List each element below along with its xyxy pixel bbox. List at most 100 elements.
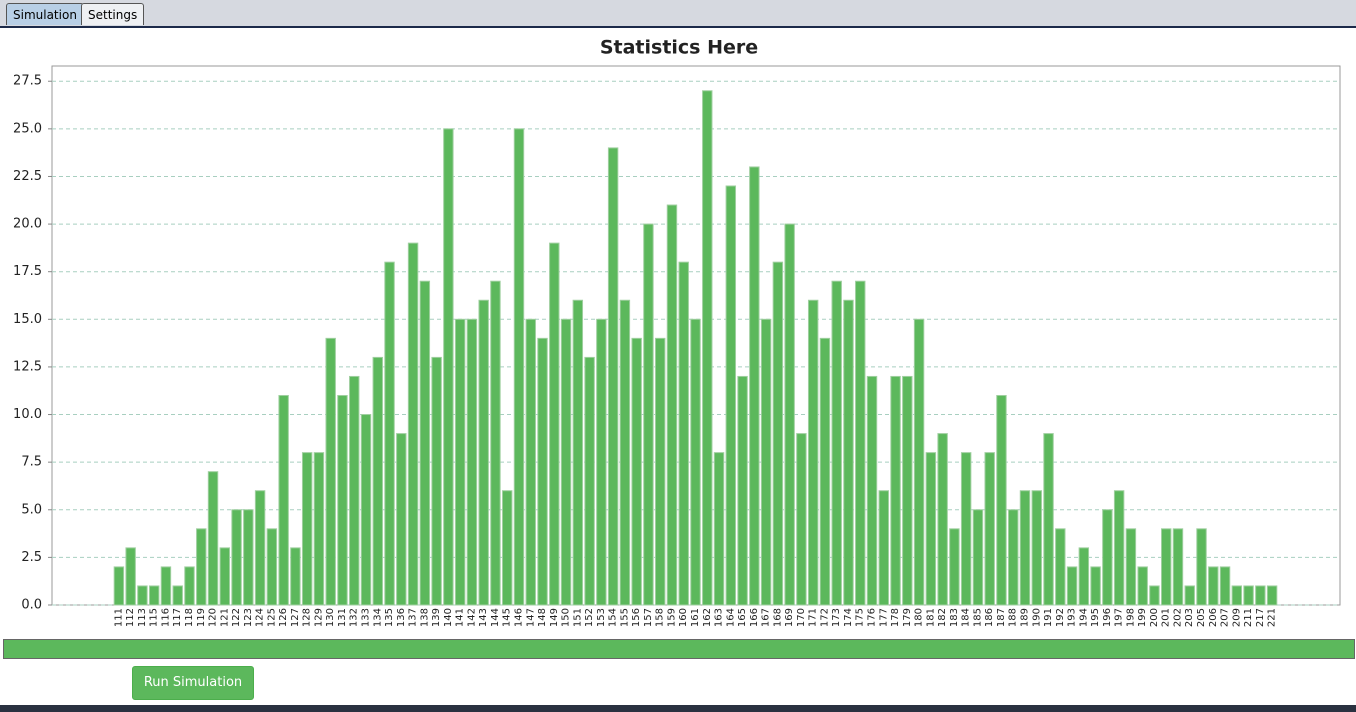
y-tick-label: 0.0 <box>21 598 42 613</box>
x-tick-label: 202 <box>1172 608 1183 627</box>
y-tick-label: 2.5 <box>21 550 42 565</box>
bar <box>1055 528 1066 606</box>
bar <box>502 490 513 606</box>
bar <box>584 356 595 606</box>
bar <box>807 299 819 606</box>
bar <box>819 337 831 606</box>
bar <box>960 452 972 606</box>
x-tick-label: 152 <box>584 608 595 627</box>
tab[interactable]: Simulation <box>6 3 84 25</box>
x-tick-label: 134 <box>372 608 383 627</box>
x-tick-label: 170 <box>796 608 807 627</box>
tab[interactable]: Settings <box>81 3 145 25</box>
x-tick-label: 122 <box>231 608 242 627</box>
bar <box>266 528 278 606</box>
x-tick-label: 116 <box>160 608 171 627</box>
y-tick-label: 7.5 <box>21 455 42 470</box>
x-tick-label: 190 <box>1031 608 1042 627</box>
x-tick-label: 209 <box>1231 608 1242 627</box>
bar <box>972 509 984 606</box>
x-tick-label: 205 <box>1196 608 1207 627</box>
x-tick-label: 183 <box>949 608 960 627</box>
x-tick-label: 186 <box>984 608 995 627</box>
bar <box>148 585 160 606</box>
x-tick-label: 150 <box>561 608 572 627</box>
bar <box>796 433 807 606</box>
x-tick-label: 175 <box>855 608 866 627</box>
bar <box>713 452 725 606</box>
bar <box>890 375 901 606</box>
bar <box>1113 490 1125 606</box>
y-tick-label: 25.0 <box>13 121 42 136</box>
y-tick-label: 22.5 <box>13 169 42 184</box>
x-tick-label: 115 <box>149 608 160 627</box>
x-tick-label: 187 <box>996 608 1007 627</box>
x-tick-label: 191 <box>1043 608 1054 627</box>
bar <box>1255 585 1266 606</box>
bar <box>631 337 642 606</box>
bar <box>219 547 231 606</box>
x-tick-label: 124 <box>255 608 266 627</box>
x-tick-label: 163 <box>714 608 725 627</box>
bar <box>1008 509 1019 606</box>
x-tick-label: 159 <box>666 608 677 627</box>
y-tick-label: 5.0 <box>21 502 42 517</box>
bar <box>254 490 266 606</box>
chart-title: Statistics Here <box>600 37 758 59</box>
bar <box>407 242 419 606</box>
bar <box>925 452 937 606</box>
x-tick-label: 192 <box>1055 608 1066 627</box>
x-tick-label: 164 <box>725 608 736 627</box>
x-tick-label: 155 <box>619 608 630 627</box>
bar <box>1161 528 1172 606</box>
x-tick-label: 165 <box>737 608 748 627</box>
bar <box>937 433 948 606</box>
bar <box>360 414 372 606</box>
y-tick-label: 17.5 <box>13 264 42 279</box>
x-tick-label: 137 <box>408 608 419 627</box>
bar <box>478 299 489 606</box>
bar <box>537 337 548 606</box>
bar <box>290 547 301 606</box>
bar <box>396 433 407 606</box>
bar <box>172 585 183 606</box>
x-tick-label: 131 <box>337 608 348 627</box>
bar <box>372 356 383 606</box>
x-tick-label: 184 <box>961 608 972 627</box>
bar <box>160 566 172 606</box>
bar <box>278 394 289 606</box>
x-tick-label: 195 <box>1090 608 1101 627</box>
x-tick-label: 143 <box>478 608 489 627</box>
bar <box>349 375 360 606</box>
x-tick-label: 117 <box>172 608 183 627</box>
x-tick-label: 199 <box>1137 608 1148 627</box>
bar <box>184 566 195 606</box>
x-tick-label: 182 <box>937 608 948 627</box>
bar <box>196 528 207 606</box>
x-tick-label: 169 <box>784 608 795 627</box>
x-tick-label: 180 <box>914 608 925 627</box>
tab-bar: Simulation Settings <box>0 0 1356 28</box>
x-tick-label: 158 <box>655 608 666 627</box>
run-button[interactable]: Run Simulation <box>132 666 254 700</box>
bar <box>313 452 325 606</box>
bar <box>431 356 442 606</box>
x-tick-label: 193 <box>1067 608 1078 627</box>
bar <box>243 509 254 606</box>
bar <box>1078 547 1090 606</box>
x-tick-label: 196 <box>1102 608 1113 627</box>
chart: Statistics Here 0.0 2.5 5.0 7.5 10.0 12.5 15.0… <box>13 37 1341 627</box>
bar <box>1043 433 1054 606</box>
bar <box>549 242 560 606</box>
bar <box>607 147 619 606</box>
x-tick-label: 146 <box>513 608 524 627</box>
x-tick-label: 203 <box>1184 608 1195 627</box>
bar <box>772 261 784 606</box>
x-tick-label: 120 <box>208 608 219 627</box>
bar <box>1125 528 1137 606</box>
x-tick-label: 206 <box>1208 608 1219 627</box>
bar <box>666 204 678 606</box>
x-tick-label: 176 <box>867 608 878 627</box>
x-tick-label: 161 <box>690 608 701 627</box>
